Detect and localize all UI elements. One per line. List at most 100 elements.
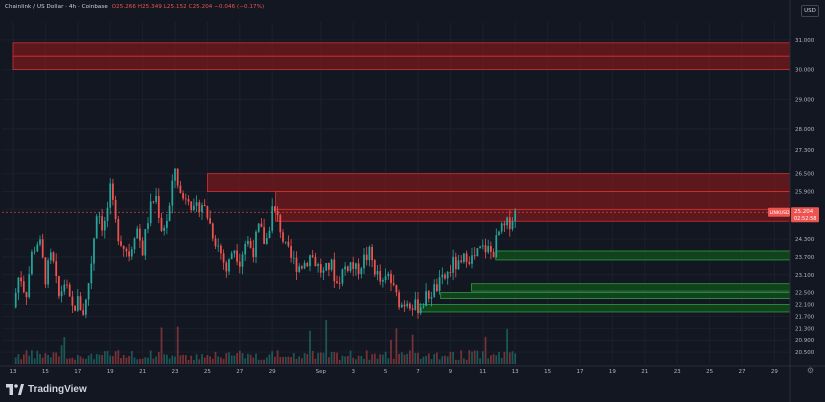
volume-bar <box>287 356 290 364</box>
candle-body <box>195 202 198 206</box>
candle-body <box>481 245 484 247</box>
volume-bar <box>460 350 463 364</box>
date-tick-label: 25 <box>706 369 713 375</box>
volume-bar <box>454 359 457 364</box>
symbol-tag-label: LINKUSD <box>770 210 791 216</box>
candle-body <box>106 207 109 221</box>
candle-body <box>85 299 87 315</box>
candle-body <box>303 263 306 269</box>
price-tick-label: 28.000 <box>795 127 815 133</box>
candle-body <box>333 259 336 282</box>
candle-body <box>271 206 274 231</box>
volume-bars <box>14 319 517 364</box>
candle-body <box>425 291 427 307</box>
volume-bar <box>355 359 357 364</box>
candle-body <box>87 283 90 300</box>
candle-body <box>160 217 163 231</box>
candle-body <box>122 245 125 249</box>
volume-bar <box>263 359 265 364</box>
volume-bar <box>136 359 139 364</box>
volume-bar <box>17 354 20 364</box>
candle-body <box>487 246 490 253</box>
candle-body <box>465 253 468 262</box>
candle-body <box>503 223 506 226</box>
candle-body <box>311 255 314 257</box>
candle-body <box>427 291 430 299</box>
candle-body <box>338 283 341 284</box>
volume-bar <box>33 358 36 364</box>
candles <box>14 167 517 319</box>
candle-body <box>155 196 157 202</box>
date-tick-label: 23 <box>674 369 681 375</box>
volume-bar <box>184 355 187 364</box>
candle-body <box>176 168 179 186</box>
volume-bar <box>511 351 514 364</box>
candle-body <box>241 254 244 267</box>
volume-bar <box>117 350 120 364</box>
volume-bar <box>63 337 66 364</box>
candle-body <box>360 268 363 275</box>
volume-bar <box>238 350 241 364</box>
volume-bar <box>76 355 79 364</box>
candle-body <box>373 260 376 275</box>
volume-bar <box>506 328 508 364</box>
candle-body <box>152 201 155 203</box>
volume-bar <box>193 359 195 364</box>
candle-body <box>268 230 271 239</box>
candle-body <box>217 245 220 247</box>
legend-ohlc: O25.266 H25.349 L25.152 C25.204 −0.046 (… <box>111 4 265 10</box>
volume-bar <box>349 350 352 364</box>
volume-bar <box>241 353 244 364</box>
candle-body <box>260 223 263 228</box>
volume-bar <box>390 339 392 364</box>
candle-body <box>101 216 103 231</box>
volume-bar <box>373 353 376 364</box>
candle-body <box>157 196 160 218</box>
candle-body <box>484 245 487 253</box>
currency-button[interactable]: USD <box>801 5 819 17</box>
candle-body <box>319 264 322 273</box>
candle-body <box>182 193 184 199</box>
candle-body <box>349 262 352 272</box>
price-tick-label: 22.100 <box>795 303 815 309</box>
candle-body <box>233 250 236 254</box>
candle-body <box>49 252 52 261</box>
candle-body <box>322 270 325 273</box>
candle-body <box>471 255 473 264</box>
candle-body <box>230 253 233 260</box>
volume-bar <box>322 352 325 364</box>
candle-body <box>457 260 460 270</box>
volume-bar <box>481 351 484 364</box>
candle-body <box>82 310 85 315</box>
volume-bar <box>398 353 400 364</box>
volume-bar <box>228 352 230 364</box>
volume-bar <box>130 351 133 364</box>
volume-bar <box>268 354 271 364</box>
price-tick-label: 22.500 <box>795 291 815 297</box>
candle-body <box>209 218 211 224</box>
settings-gear-icon[interactable]: ⚙ <box>806 366 814 375</box>
candle-body <box>355 263 357 269</box>
candle-body <box>325 262 328 271</box>
volume-bar <box>182 354 184 364</box>
candle-body <box>387 273 390 277</box>
candle-body <box>430 297 433 299</box>
volume-bar <box>195 354 198 364</box>
volume-bar <box>379 354 382 364</box>
volume-bar <box>328 357 330 364</box>
candle-body <box>236 250 238 262</box>
volume-bar <box>71 357 74 364</box>
volume-bar <box>425 355 427 364</box>
candle-body <box>112 183 114 200</box>
supply-zone <box>275 191 791 210</box>
candle-body <box>198 202 201 213</box>
candle-body <box>403 304 406 307</box>
volume-bar <box>314 358 317 364</box>
candle-body <box>141 240 144 256</box>
volume-bar <box>325 319 328 364</box>
candle-body <box>468 261 471 264</box>
volume-bar <box>109 355 112 364</box>
date-tick-label: 29 <box>771 369 778 375</box>
date-tick-label: 19 <box>107 369 114 375</box>
